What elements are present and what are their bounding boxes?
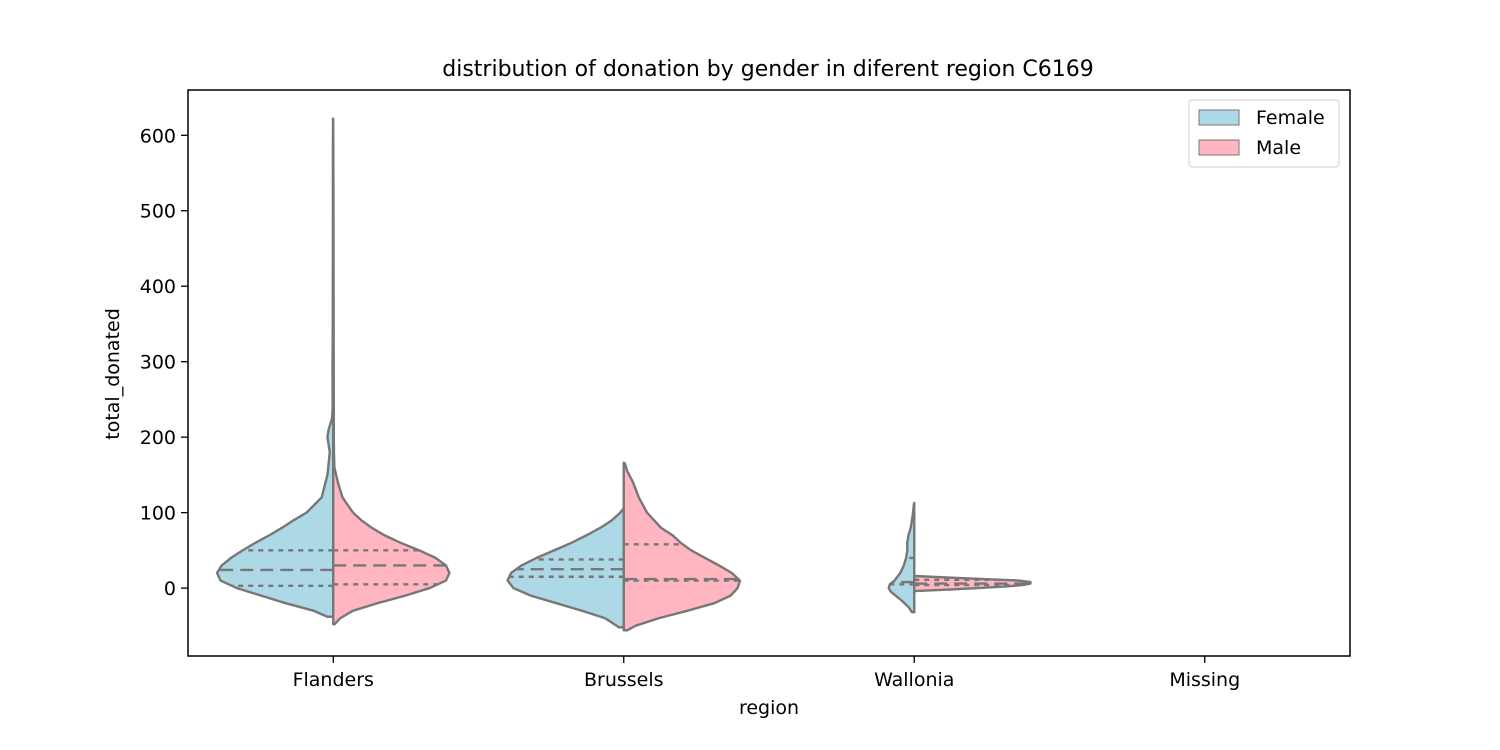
legend: Female Male [1188,99,1340,168]
x-tick-label: Wallonia [874,669,954,691]
violin-brussels-female [506,506,625,629]
y-tick-label: 100 [140,503,176,525]
y-tick-label: 400 [140,276,176,298]
violin-wallonia-female [887,501,916,614]
violin-flanders-male [332,134,451,626]
x-tick-label: Flanders [293,669,374,691]
y-tick-label: 0 [164,578,176,600]
y-axis: 0 100 200 300 400 500 600 [140,125,188,600]
x-tick-label: Missing [1169,669,1240,691]
y-axis-label: total_donated [102,308,124,440]
violin-wallonia-male [913,574,1032,593]
y-tick-label: 300 [140,352,176,374]
legend-swatch-male [1198,139,1240,156]
x-axis: Flanders Brussels Wallonia Missing [293,656,1240,691]
chart-title: distribution of donation by gender in di… [442,57,1094,82]
legend-label-female: Female [1256,107,1325,129]
y-tick-label: 600 [140,125,176,147]
violin-flanders-female [215,117,335,618]
plot-frame [187,89,1351,657]
y-tick-label: 200 [140,427,176,449]
violin-brussels-male [622,461,742,632]
violin-layer [215,117,1032,632]
x-tick-label: Brussels [584,669,664,691]
legend-swatch-female [1198,109,1240,126]
x-axis-label: region [739,697,799,719]
y-tick-label: 500 [140,201,176,223]
legend-label-male: Male [1256,137,1301,159]
